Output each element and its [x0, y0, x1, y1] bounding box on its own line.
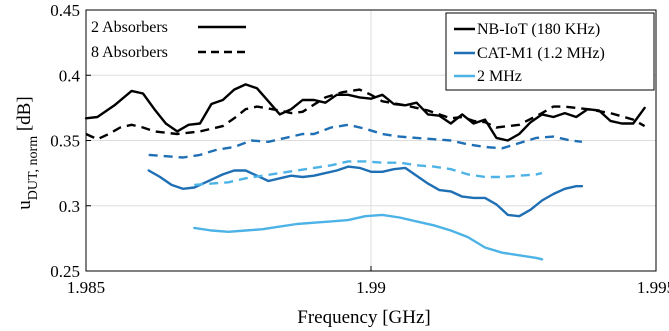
y-tick-label: 0.45 [50, 1, 80, 20]
x-tick-label: 1.99 [356, 278, 386, 297]
legend-bandwidth-entry-0-label: NB-IoT (180 KHz) [477, 21, 600, 38]
y-axis: 0.25 0.3 0.35 0.4 0.45 [50, 1, 91, 281]
y-tick-label: 0.4 [59, 66, 81, 85]
series-layer [84, 83, 646, 261]
legend-bandwidth-box [445, 12, 655, 91]
y-axis-label-sub: DUT, norm [26, 136, 41, 200]
x-axis-label: Frequency [GHz] [297, 307, 430, 328]
x-tick-label: 1.985 [67, 278, 105, 297]
y-tick-label: 0.25 [50, 262, 80, 281]
series-line-nb-iot-180-khz-2-absorbers [84, 83, 646, 142]
y-axis-label: uDUT, norm [dB] [14, 96, 41, 209]
x-tick-label: 1.995 [637, 278, 669, 297]
series-line-2-mhz-2-absorbers [193, 213, 544, 261]
legend-absorbers-entry-0-label: 2 Absorbers [91, 19, 168, 36]
series-line-cat-m1-1-2-mhz-8-absorbers [148, 123, 583, 159]
x-axis: 1.985 1.99 1.995 [67, 266, 669, 297]
legend-absorbers-entry-1-label: 8 Absorbers [91, 44, 168, 61]
legend-absorbers: 2 Absorbers 8 Absorbers [91, 19, 246, 61]
y-tick-label: 0.3 [59, 197, 80, 216]
legend-bandwidth: NB-IoT (180 KHz) CAT-M1 (1.2 MHz) 2 MHz [445, 12, 655, 91]
series-line-2-mhz-8-absorbers [194, 160, 543, 187]
series-line-nb-iot-180-khz-8-absorbers [85, 88, 646, 141]
legend-bandwidth-entry-1-label: CAT-M1 (1.2 MHz) [477, 45, 605, 62]
y-tick-label: 0.35 [50, 132, 80, 151]
series-line-cat-m1-1-2-mhz-2-absorbers [147, 165, 584, 218]
legend-bandwidth-entry-2-label: 2 MHz [477, 68, 522, 85]
y-axis-label-main: u [14, 200, 35, 210]
y-axis-label-unit: [dB] [14, 96, 35, 136]
